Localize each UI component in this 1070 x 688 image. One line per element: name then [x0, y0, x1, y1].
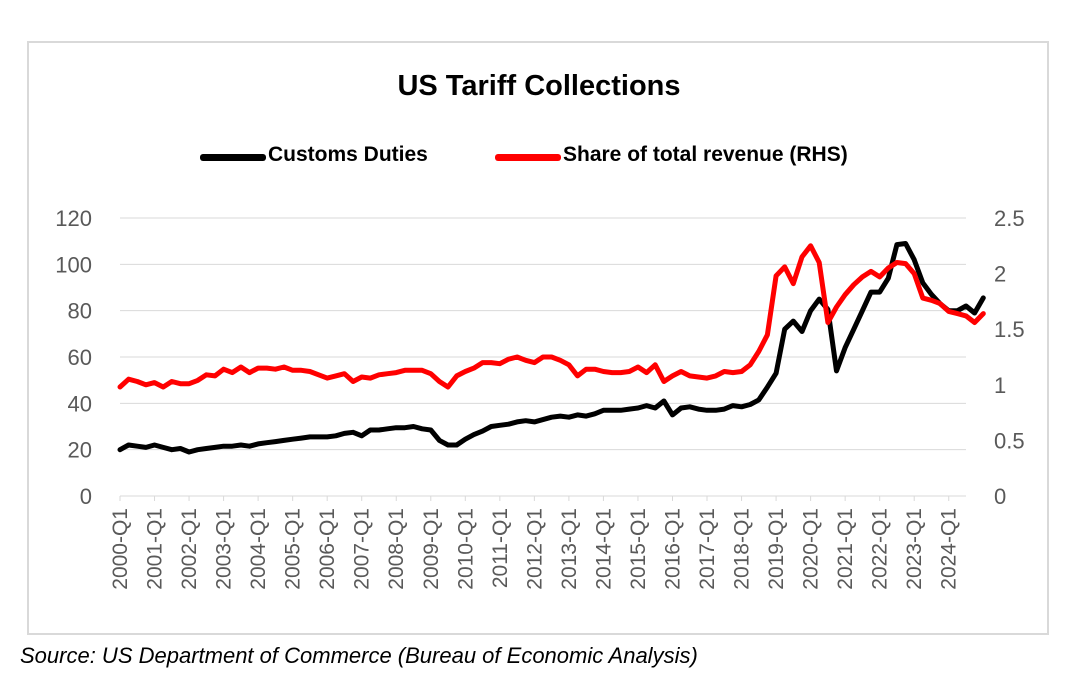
legend-label-share-of-revenue: Share of total revenue (RHS) — [563, 143, 848, 166]
x-tick-label: 2011-Q1 — [489, 508, 512, 588]
series-line-share-of-revenue — [117, 243, 986, 390]
x-tick-label: 2000-Q1 — [109, 508, 132, 590]
y-right-tick-label: 1 — [994, 373, 1006, 398]
x-tick-label: 2004-Q1 — [247, 508, 270, 590]
x-tick-label: 2002-Q1 — [178, 508, 201, 590]
x-tick-label: 2010-Q1 — [454, 508, 477, 590]
x-tick-label: 2021-Q1 — [834, 508, 857, 590]
y-left-tick-label: 60 — [68, 345, 92, 370]
x-tick-label: 2005-Q1 — [282, 508, 305, 590]
y-left-tick-label: 20 — [68, 438, 92, 463]
series-line-customs-duties — [117, 241, 986, 455]
chart-title: US Tariff Collections — [397, 70, 681, 102]
y-right-tick-label: 1.5 — [994, 317, 1025, 342]
x-tick-label: 2016-Q1 — [661, 508, 684, 590]
x-tick-label: 2020-Q1 — [800, 508, 823, 590]
legend-label-customs-duties: Customs Duties — [268, 143, 428, 166]
x-tick-label: 2003-Q1 — [213, 508, 236, 590]
y-left-tick-label: 120 — [55, 206, 92, 231]
y-right-tick-label: 2 — [994, 262, 1006, 287]
legend-swatch-customs-duties — [200, 154, 266, 161]
x-tick-label: 2023-Q1 — [903, 508, 926, 590]
y-left-tick-label: 40 — [68, 391, 92, 416]
x-tick-label: 2009-Q1 — [420, 508, 443, 590]
x-tick-label: 2001-Q1 — [144, 508, 167, 590]
y-right-tick-label: 2.5 — [994, 206, 1025, 231]
x-tick-label: 2019-Q1 — [765, 508, 788, 590]
x-tick-label: 2015-Q1 — [627, 508, 650, 590]
x-tick-label: 2024-Q1 — [938, 508, 961, 590]
legend-swatch-share-of-revenue — [495, 154, 561, 161]
x-tick-label: 2017-Q1 — [696, 508, 719, 590]
y-left-tick-label: 80 — [68, 299, 92, 324]
y-right-tick-label: 0 — [994, 484, 1006, 509]
y-left-tick-label: 0 — [80, 484, 92, 509]
y-right-tick-label: 0.5 — [994, 428, 1025, 453]
x-tick-label: 2006-Q1 — [316, 508, 339, 590]
x-tick-label: 2022-Q1 — [869, 508, 892, 590]
x-tick-label: 2012-Q1 — [523, 508, 546, 590]
x-tick-label: 2014-Q1 — [592, 508, 615, 590]
source-note: Source: US Department of Commerce (Burea… — [20, 643, 698, 668]
x-tick-label: 2018-Q1 — [731, 508, 754, 590]
chart-frame — [27, 41, 1049, 635]
x-tick-label: 2008-Q1 — [385, 508, 408, 590]
x-tick-label: 2013-Q1 — [558, 508, 581, 590]
x-tick-label: 2007-Q1 — [351, 508, 374, 590]
y-left-tick-label: 100 — [55, 252, 92, 277]
